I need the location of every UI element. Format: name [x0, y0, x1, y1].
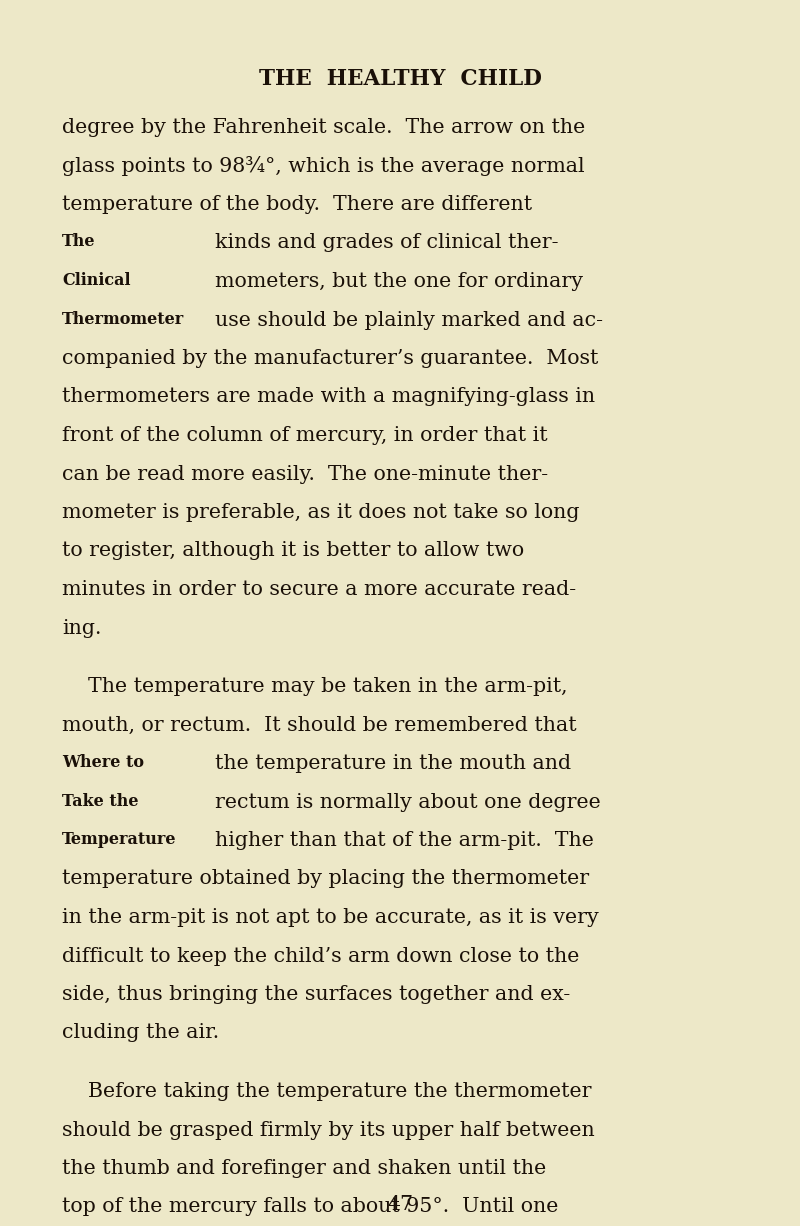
Text: to register, although it is better to allow two: to register, although it is better to al… — [62, 542, 524, 560]
Text: Where to: Where to — [62, 754, 144, 771]
Text: Thermometer: Thermometer — [62, 310, 184, 327]
Text: The: The — [62, 233, 95, 250]
Text: temperature obtained by placing the thermometer: temperature obtained by placing the ther… — [62, 869, 589, 889]
Text: Clinical: Clinical — [62, 272, 130, 289]
Text: rectum is normally about one degree: rectum is normally about one degree — [215, 792, 601, 812]
Text: glass points to 98¾°, which is the average normal: glass points to 98¾°, which is the avera… — [62, 157, 585, 177]
Text: side, thus bringing the surfaces together and ex-: side, thus bringing the surfaces togethe… — [62, 984, 570, 1004]
Text: top of the mercury falls to about 95°.  Until one: top of the mercury falls to about 95°. U… — [62, 1198, 558, 1216]
Text: temperature of the body.  There are different: temperature of the body. There are diffe… — [62, 195, 532, 215]
Text: companied by the manufacturer’s guarantee.  Most: companied by the manufacturer’s guarante… — [62, 349, 598, 368]
Text: 47: 47 — [387, 1195, 413, 1214]
Text: cluding the air.: cluding the air. — [62, 1024, 219, 1042]
Text: THE  HEALTHY  CHILD: THE HEALTHY CHILD — [258, 67, 542, 89]
Text: degree by the Fahrenheit scale.  The arrow on the: degree by the Fahrenheit scale. The arro… — [62, 118, 586, 137]
Text: mometer is preferable, as it does not take so long: mometer is preferable, as it does not ta… — [62, 503, 579, 522]
Text: mouth, or rectum.  It should be remembered that: mouth, or rectum. It should be remembere… — [62, 716, 577, 734]
Text: front of the column of mercury, in order that it: front of the column of mercury, in order… — [62, 425, 548, 445]
Text: use should be plainly marked and ac-: use should be plainly marked and ac- — [215, 310, 603, 330]
Text: ing.: ing. — [62, 618, 102, 638]
Text: difficult to keep the child’s arm down close to the: difficult to keep the child’s arm down c… — [62, 946, 579, 966]
Text: should be grasped firmly by its upper half between: should be grasped firmly by its upper ha… — [62, 1121, 594, 1139]
Text: thermometers are made with a magnifying-glass in: thermometers are made with a magnifying-… — [62, 387, 595, 407]
Text: The temperature may be taken in the arm-pit,: The temperature may be taken in the arm-… — [62, 677, 567, 696]
Text: kinds and grades of clinical ther-: kinds and grades of clinical ther- — [215, 233, 558, 253]
Text: the thumb and forefinger and shaken until the: the thumb and forefinger and shaken unti… — [62, 1159, 546, 1178]
Text: can be read more easily.  The one-minute ther-: can be read more easily. The one-minute … — [62, 465, 548, 483]
Text: higher than that of the arm-pit.  The: higher than that of the arm-pit. The — [215, 831, 594, 850]
Text: minutes in order to secure a more accurate read-: minutes in order to secure a more accura… — [62, 580, 576, 600]
Text: Temperature: Temperature — [62, 831, 177, 848]
Text: mometers, but the one for ordinary: mometers, but the one for ordinary — [215, 272, 583, 291]
Text: Before taking the temperature the thermometer: Before taking the temperature the thermo… — [62, 1083, 591, 1101]
Text: the temperature in the mouth and: the temperature in the mouth and — [215, 754, 571, 774]
Text: Take the: Take the — [62, 792, 138, 809]
Text: in the arm-pit is not apt to be accurate, as it is very: in the arm-pit is not apt to be accurate… — [62, 908, 598, 927]
